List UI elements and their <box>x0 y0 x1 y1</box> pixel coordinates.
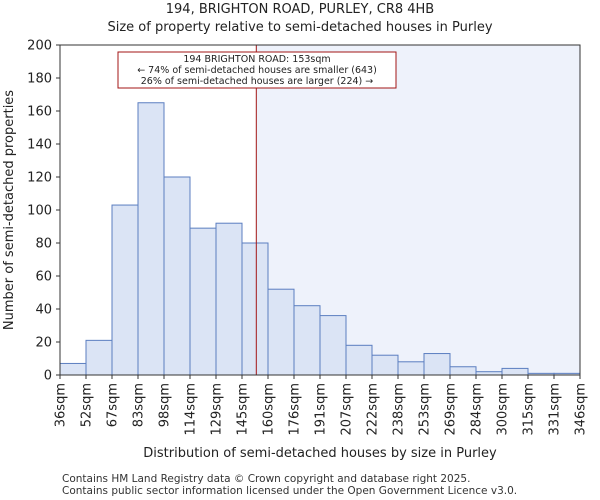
bar-269sqm <box>449 366 477 376</box>
footer-licence: Contains public sector information licen… <box>62 485 518 497</box>
bar-67sqm <box>111 204 139 376</box>
histogram-chart: 0 20 40 60 80 100 120 140 160 180 200 36sqm 52sqm 67… <box>2 39 589 462</box>
x-tick-label: 145sqm <box>236 383 251 436</box>
bar-191sqm <box>319 315 347 376</box>
y-tick-label: 40 <box>35 303 52 318</box>
bar-238sqm <box>397 361 425 376</box>
y-tick-label: 140 <box>27 138 52 153</box>
x-tick-label: 36sqm <box>54 383 69 427</box>
bar-114sqm <box>189 227 217 376</box>
x-tick-label: 67sqm <box>106 383 121 427</box>
y-tick-label: 60 <box>35 270 52 285</box>
x-tick-label: 346sqm <box>574 383 589 436</box>
y-tick-label: 80 <box>35 237 52 252</box>
x-tick-label: 222sqm <box>366 383 381 436</box>
y-tick-label: 20 <box>35 336 52 351</box>
bar-222sqm <box>371 354 399 376</box>
y-tick-label: 120 <box>27 171 52 186</box>
footer-copyright: Contains HM Land Registry data © Crown c… <box>62 473 471 485</box>
bar-145sqm <box>241 242 269 376</box>
annotation-line-2: ← 74% of semi-detached houses are smalle… <box>137 65 377 76</box>
bar-160sqm <box>267 288 295 376</box>
x-tick-label: 238sqm <box>392 383 407 436</box>
y-tick-label: 200 <box>27 39 52 54</box>
bar-36sqm <box>59 362 87 376</box>
bar-129sqm <box>215 222 243 376</box>
x-tick-label: 331sqm <box>548 383 563 436</box>
x-tick-label: 160sqm <box>262 383 277 436</box>
chart-title-address: 194, BRIGHTON ROAD, PURLEY, CR8 4HB <box>165 2 435 17</box>
x-tick-label: 207sqm <box>340 383 355 436</box>
x-tick-label: 98sqm <box>158 383 173 427</box>
bar-253sqm <box>423 353 451 376</box>
x-tick-label: 114sqm <box>184 383 199 436</box>
annotation-box: 194 BRIGHTON ROAD: 153sqm ← 74% of semi-… <box>117 51 397 89</box>
y-tick-label: 180 <box>27 72 52 87</box>
annotation-line-3: 26% of semi-detached houses are larger (… <box>141 76 374 87</box>
x-tick-label: 315sqm <box>522 383 537 436</box>
y-tick-label: 160 <box>27 105 52 120</box>
bar-207sqm <box>345 344 373 376</box>
y-tick-label: 100 <box>27 204 52 219</box>
x-tick-label: 269sqm <box>444 383 459 436</box>
bar-300sqm <box>501 367 529 376</box>
y-axis-label: Number of semi-detached properties <box>2 90 17 330</box>
y-tick-label: 0 <box>44 369 52 384</box>
x-tick-label: 83sqm <box>132 383 147 427</box>
bar-98sqm <box>163 176 191 376</box>
x-tick-label: 176sqm <box>288 383 303 436</box>
bar-52sqm <box>85 339 113 376</box>
x-tick-label: 129sqm <box>210 383 225 436</box>
x-tick-label: 191sqm <box>314 383 329 436</box>
x-tick-label: 52sqm <box>80 383 95 427</box>
x-tick-label: 284sqm <box>470 383 485 436</box>
x-axis-label: Distribution of semi-detached houses by … <box>143 446 497 461</box>
x-tick-label: 300sqm <box>496 383 511 436</box>
bar-83sqm <box>137 102 165 376</box>
bar-176sqm <box>293 305 321 376</box>
x-tick-label: 253sqm <box>418 383 433 436</box>
annotation-line-1: 194 BRIGHTON ROAD: 153sqm <box>183 54 330 65</box>
chart-title: Size of property relative to semi-detach… <box>107 20 493 35</box>
